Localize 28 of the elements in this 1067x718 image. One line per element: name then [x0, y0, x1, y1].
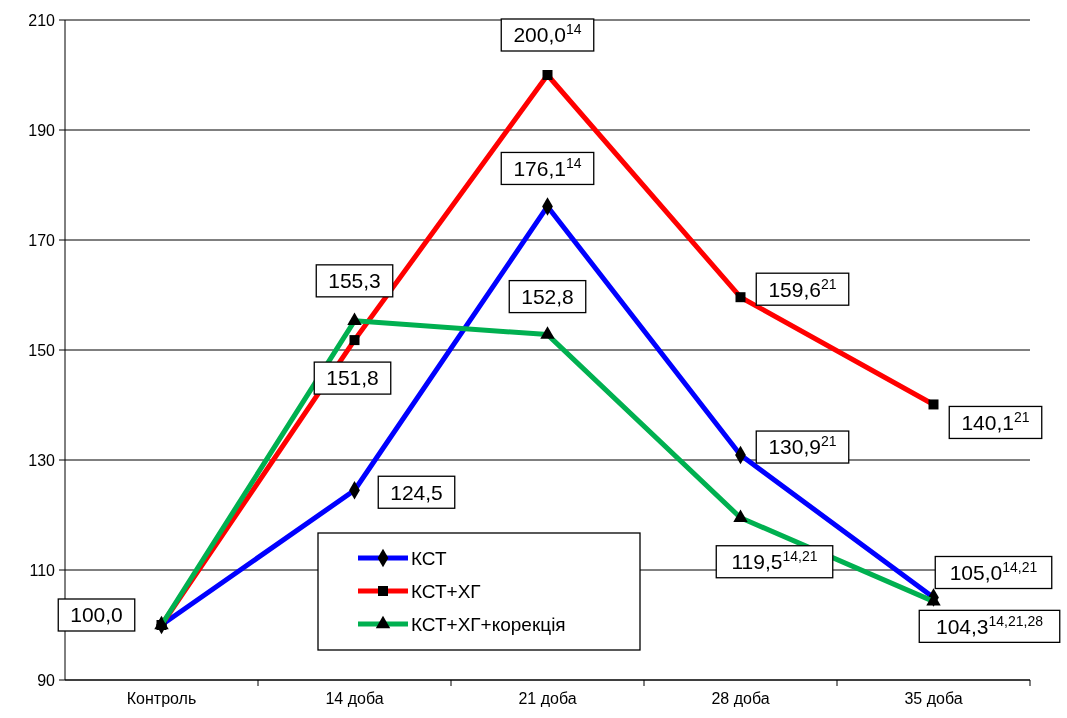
data-label: 119,5$^{14,21}$ — [731, 548, 818, 574]
data-label: 151,8 — [326, 366, 379, 390]
data-label: 159,6$^{21}$ — [768, 275, 837, 301]
data-label: 200,0$^{14}$ — [513, 21, 582, 47]
y-tick-label: 210 — [28, 11, 56, 29]
legend-label: КСТ — [411, 547, 447, 569]
y-tick-label: 150 — [28, 341, 56, 359]
data-label: 105,0$^{14,21}$ — [949, 558, 1038, 584]
x-tick-label: 35 доба — [904, 690, 963, 707]
data-label: 140,1$^{21}$ — [961, 408, 1030, 434]
y-tick-label: 90 — [37, 671, 56, 689]
data-label: 100,0 — [70, 603, 123, 627]
data-label: 130,9$^{21}$ — [768, 433, 837, 459]
y-tick-label: 110 — [29, 561, 56, 579]
legend-label: КСТ+ХГ — [411, 580, 481, 602]
legend-label: КСТ+ХГ+корекція — [411, 613, 566, 635]
data-label: 176,1$^{14}$ — [513, 154, 582, 180]
x-tick-label: 14 доба — [325, 690, 384, 707]
y-tick-label: 170 — [28, 231, 56, 249]
y-tick-label: 130 — [28, 451, 56, 469]
data-label: 155,3 — [328, 269, 381, 293]
data-label: 104,3$^{14,21,28}$ — [935, 612, 1044, 638]
x-tick-label: Контроль — [126, 690, 197, 707]
data-label: 152,8 — [521, 284, 574, 308]
y-tick-label: 190 — [28, 121, 56, 139]
x-tick-label: 28 доба — [711, 690, 770, 707]
x-tick-label: 21 доба — [518, 690, 577, 707]
data-label: 124,5 — [390, 480, 443, 504]
